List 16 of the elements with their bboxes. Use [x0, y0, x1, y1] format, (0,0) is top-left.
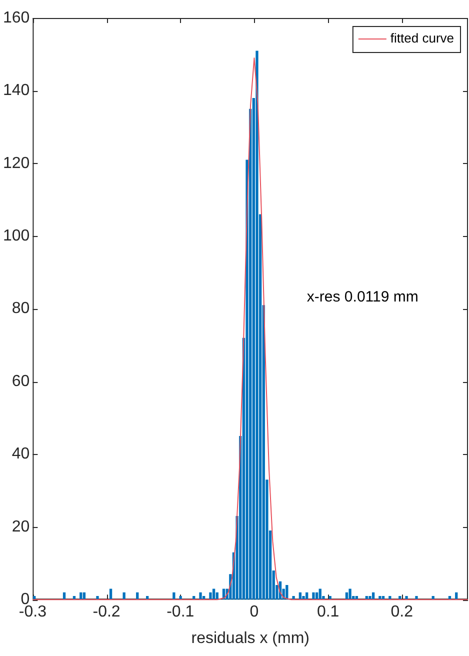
y-tick-label: 20 — [12, 518, 30, 536]
x-axis-title: residuals x (mm) — [191, 630, 310, 647]
x-tick-label: 0 — [250, 604, 259, 621]
x-tick-label: 0.1 — [316, 604, 340, 621]
x-tick-label: -0.1 — [166, 604, 194, 621]
x-tick-label: -0.2 — [92, 604, 120, 621]
y-tick-label: 140 — [2, 82, 30, 100]
x-tick-label: 0.2 — [390, 604, 414, 621]
y-tick-label: 160 — [2, 9, 30, 26]
y-tick-label: 60 — [12, 372, 30, 390]
y-tick-label: 120 — [2, 154, 30, 172]
y-tick-label: 40 — [12, 446, 30, 463]
annotation: x-res 0.0119 mm — [306, 288, 418, 306]
legend-label: fitted curve — [390, 30, 454, 46]
y-tick-label: 80 — [12, 300, 30, 318]
y-tick-label: 100 — [2, 228, 30, 245]
